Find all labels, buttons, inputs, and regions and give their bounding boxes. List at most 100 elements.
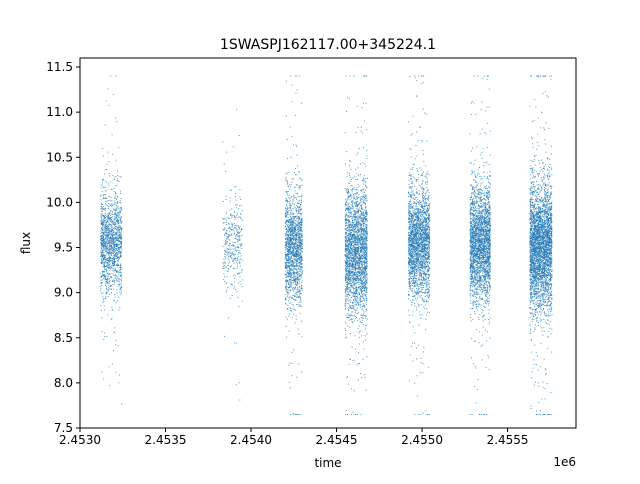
data-point (294, 309, 296, 311)
data-point (230, 248, 232, 250)
data-point (232, 253, 234, 255)
data-point (107, 264, 109, 266)
data-point (111, 243, 113, 245)
data-point (363, 348, 365, 350)
data-point (117, 264, 119, 265)
data-point (109, 234, 111, 236)
data-point (289, 250, 291, 252)
data-point (365, 302, 367, 304)
data-point (289, 184, 291, 186)
data-point (364, 286, 366, 288)
data-point (104, 275, 106, 277)
data-point (301, 218, 303, 220)
data-point (351, 216, 353, 218)
data-point (121, 286, 123, 288)
data-point (289, 286, 291, 288)
data-point (234, 246, 236, 248)
data-point (366, 272, 368, 274)
data-point (289, 229, 291, 231)
data-point (350, 215, 352, 217)
data-point (102, 219, 104, 221)
data-point (294, 227, 296, 229)
data-point (349, 269, 351, 271)
data-point (239, 261, 241, 263)
data-point (109, 246, 111, 248)
data-point (105, 297, 107, 299)
data-point (295, 197, 297, 199)
data-point (297, 247, 299, 249)
data-point (365, 389, 367, 391)
data-point (106, 246, 108, 248)
data-point (225, 266, 227, 268)
data-point (119, 231, 121, 233)
data-point (240, 218, 242, 220)
data-point (348, 277, 350, 279)
data-point (116, 252, 118, 254)
data-point (359, 237, 361, 239)
data-point (285, 264, 287, 266)
data-point (287, 185, 289, 187)
data-point (294, 259, 296, 261)
data-point (114, 243, 116, 245)
data-point (362, 314, 364, 316)
data-point (298, 252, 300, 254)
data-point (117, 241, 119, 243)
data-point (294, 273, 296, 275)
data-point (298, 257, 300, 259)
data-point (228, 234, 230, 236)
data-point (296, 255, 298, 257)
data-point (293, 221, 295, 223)
data-point (290, 199, 292, 201)
data-point (297, 268, 299, 270)
data-point (222, 245, 224, 247)
data-point (115, 218, 117, 220)
data-point (285, 191, 287, 193)
data-point (225, 258, 227, 260)
data-point (357, 260, 359, 261)
data-point (240, 283, 242, 285)
data-point (295, 284, 297, 286)
data-point (294, 172, 295, 174)
data-point (286, 280, 288, 282)
data-point (291, 195, 293, 197)
data-point (111, 204, 113, 206)
data-point (301, 290, 303, 292)
data-point (298, 218, 300, 220)
data-point (102, 147, 104, 149)
data-point (292, 220, 294, 222)
data-point (285, 220, 287, 222)
data-point (238, 208, 240, 210)
data-point (106, 232, 108, 234)
data-point (349, 287, 351, 289)
data-point (241, 286, 243, 288)
data-point (102, 180, 104, 182)
data-point (238, 261, 240, 263)
data-point (116, 266, 118, 268)
data-point (102, 271, 104, 273)
data-point (114, 228, 116, 230)
data-point (100, 219, 102, 221)
data-point (119, 252, 121, 254)
data-point (104, 262, 106, 264)
data-point (102, 179, 104, 181)
data-point (119, 242, 121, 244)
data-point (291, 274, 293, 276)
data-point (285, 297, 287, 299)
data-point (300, 260, 302, 262)
data-point (104, 216, 106, 218)
data-point (294, 281, 296, 283)
data-point (291, 265, 293, 267)
data-point (350, 274, 352, 276)
data-point (235, 217, 237, 219)
data-point (358, 282, 360, 284)
data-point (115, 203, 117, 205)
data-point (354, 210, 356, 212)
data-point (117, 276, 119, 278)
data-point (117, 246, 119, 248)
data-point (296, 241, 298, 243)
data-point (361, 277, 363, 279)
data-point (112, 262, 114, 264)
data-point (288, 248, 290, 250)
data-point (299, 261, 301, 263)
data-point (348, 227, 350, 229)
